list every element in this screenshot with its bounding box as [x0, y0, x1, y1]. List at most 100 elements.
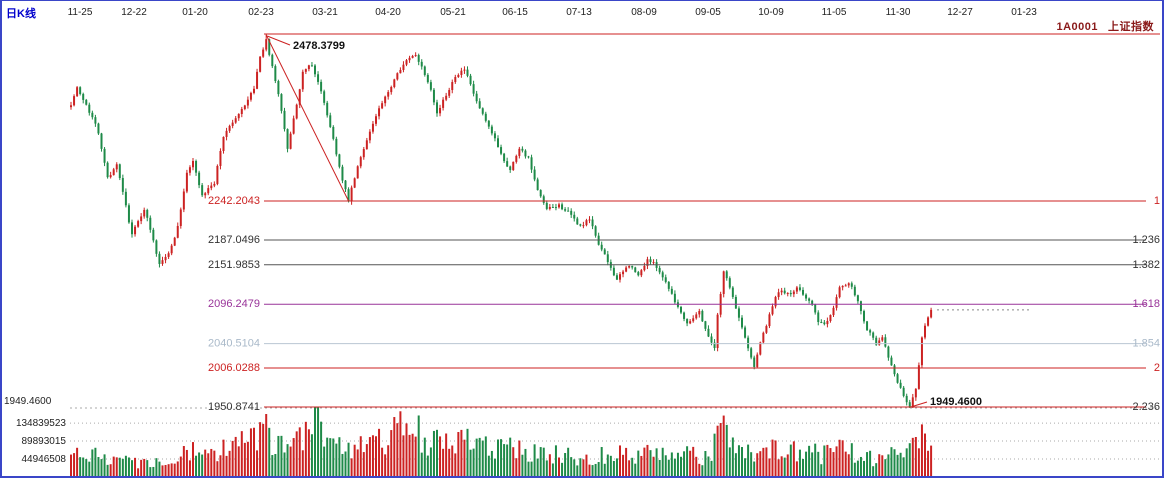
- candle: [606, 254, 609, 263]
- volume-bar: [753, 461, 756, 476]
- volume-bar: [204, 449, 207, 476]
- candle: [140, 216, 143, 222]
- volume-bar: [460, 429, 463, 476]
- volume-bar: [375, 436, 377, 476]
- candle: [823, 322, 826, 325]
- candle: [603, 249, 606, 255]
- candle: [365, 140, 368, 150]
- candle: [707, 328, 710, 337]
- candle: [335, 138, 338, 155]
- candle: [164, 256, 167, 261]
- candle: [777, 292, 780, 298]
- volume-bar: [466, 428, 469, 476]
- candle: [838, 287, 841, 298]
- candle: [722, 271, 725, 295]
- candle: [225, 130, 228, 137]
- fib-price-label: 2040.5104: [208, 338, 260, 350]
- candle: [371, 123, 374, 132]
- candle: [475, 93, 478, 102]
- trend-line[interactable]: [265, 34, 349, 202]
- volume-bar: [310, 434, 313, 476]
- candle: [298, 89, 301, 105]
- volume-bar: [914, 437, 917, 476]
- candle: [667, 281, 670, 289]
- volume-bar: [387, 445, 390, 476]
- candle: [917, 365, 920, 389]
- candle: [731, 287, 734, 297]
- volume-bar: [91, 449, 94, 476]
- candle: [850, 283, 853, 287]
- volume-bar: [192, 442, 194, 476]
- volume-bar: [88, 461, 91, 476]
- volume-bar: [131, 460, 133, 476]
- candle: [591, 219, 594, 227]
- candle: [887, 346, 890, 358]
- volume-bar: [692, 446, 695, 476]
- candle: [899, 382, 902, 388]
- candle: [725, 271, 728, 279]
- volume-bar: [253, 427, 255, 476]
- volume-bar: [109, 464, 112, 476]
- candle: [393, 79, 396, 88]
- candle: [353, 178, 356, 188]
- volume-bar: [368, 437, 371, 476]
- volume-bar: [262, 423, 265, 476]
- fib-price-label: 2187.0496: [208, 234, 260, 246]
- candle: [600, 244, 603, 250]
- volume-bar: [335, 443, 338, 476]
- candle: [457, 74, 460, 77]
- volume-bar: [103, 454, 106, 476]
- candle: [451, 82, 454, 91]
- volume-bar: [274, 454, 277, 476]
- volume-bar: [384, 454, 387, 476]
- symbol-title: 1A0001 上证指数: [1056, 18, 1154, 34]
- candle: [859, 301, 862, 312]
- candle: [884, 337, 887, 347]
- volume-bar: [207, 453, 210, 476]
- candle: [521, 148, 524, 151]
- candle: [213, 183, 216, 186]
- volume-bar: [524, 448, 527, 476]
- volume-bar: [173, 463, 176, 476]
- volume-bar: [594, 463, 597, 476]
- chart-type-label[interactable]: 日K线: [6, 8, 36, 20]
- volume-bar: [554, 445, 557, 476]
- date-label: 06-15: [502, 7, 528, 18]
- volume-bar: [371, 435, 374, 476]
- candle: [619, 274, 621, 280]
- volume-axis-tick: 134839523: [16, 418, 66, 429]
- volume-bar: [789, 444, 792, 476]
- candle: [558, 204, 560, 208]
- candle: [802, 289, 804, 295]
- volume-bar: [124, 455, 127, 476]
- volume-bar: [750, 452, 753, 476]
- volume-bar: [243, 442, 246, 476]
- volume-bar: [426, 455, 429, 476]
- trough-leader-line: [910, 401, 928, 408]
- date-label: 09-05: [695, 7, 721, 18]
- candle: [155, 240, 158, 254]
- candle: [423, 66, 426, 75]
- candle: [478, 101, 481, 109]
- volume-bar: [390, 430, 393, 476]
- candle: [551, 206, 554, 208]
- candle: [436, 102, 438, 114]
- volume-bar: [359, 436, 362, 476]
- volume-bar: [719, 423, 722, 476]
- volume-bar: [722, 415, 725, 476]
- volume-bar: [579, 458, 582, 476]
- candle: [771, 306, 774, 315]
- candle: [487, 120, 490, 127]
- volume-bar: [515, 458, 518, 476]
- candle: [384, 96, 387, 104]
- candle: [243, 105, 246, 110]
- volume-bar: [866, 452, 869, 476]
- volume-bar: [875, 463, 878, 476]
- candle: [94, 117, 97, 124]
- candle: [744, 327, 747, 338]
- date-label: 11-05: [822, 7, 847, 18]
- candlestick-series: [70, 34, 933, 408]
- volume-bar: [478, 437, 481, 476]
- candle: [192, 161, 194, 168]
